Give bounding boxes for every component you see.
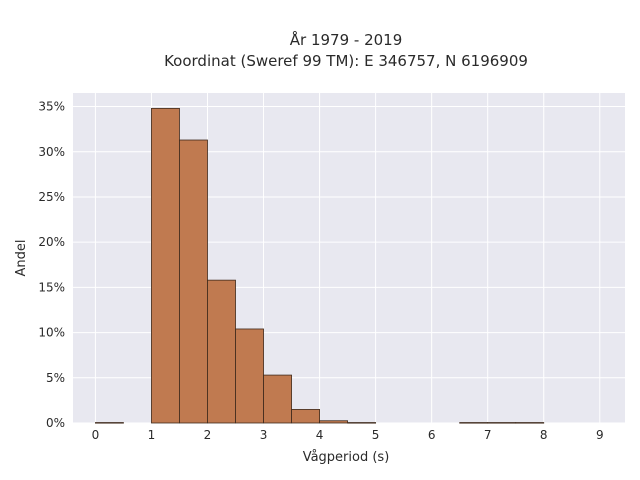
x-tick-label-2: 2	[204, 428, 212, 442]
y-tick-label-6: 30%	[38, 145, 65, 159]
x-tick-label-3: 3	[260, 428, 268, 442]
x-tick-label-9: 9	[596, 428, 604, 442]
histogram-bar-9	[459, 422, 489, 424]
x-tick-label-1: 1	[148, 428, 156, 442]
histogram-bar-3	[207, 279, 236, 424]
y-tick-label-2: 10%	[38, 326, 65, 340]
histogram-bar-10	[487, 422, 517, 424]
histogram-bar-8	[347, 422, 377, 424]
x-axis-label: Vågperiod (s)	[303, 450, 390, 465]
x-tick-labels: 0 1 2 3 4 5 6 7 8 9	[92, 428, 604, 442]
histogram-bar-0	[95, 422, 124, 424]
chart-title-line-1: År 1979 - 2019	[290, 30, 403, 49]
chart-title-line-2: Koordinat (Sweref 99 TM): E 346757, N 61…	[164, 52, 528, 70]
y-tick-labels: 0% 5% 10% 15% 20% 25% 30% 35%	[38, 100, 65, 430]
histogram-bar-5	[263, 374, 292, 424]
y-tick-label-1: 5%	[46, 371, 65, 385]
x-tick-label-6: 6	[428, 428, 436, 442]
y-axis-label: Andel	[14, 240, 29, 277]
y-tick-label-0: 0%	[46, 416, 65, 430]
x-tick-label-4: 4	[316, 428, 324, 442]
y-tick-label-4: 20%	[38, 235, 65, 249]
y-tick-label-7: 35%	[38, 100, 65, 114]
histogram-bar-6	[291, 409, 320, 424]
histogram-bar-2	[179, 139, 208, 424]
y-tick-label-3: 15%	[38, 280, 65, 294]
x-tick-label-7: 7	[484, 428, 492, 442]
x-tick-label-8: 8	[540, 428, 548, 442]
x-tick-label-0: 0	[92, 428, 100, 442]
histogram-bar-4	[235, 328, 264, 424]
y-tick-label-5: 25%	[38, 190, 65, 204]
histogram-bar-1	[151, 107, 180, 424]
bars	[95, 107, 545, 424]
x-tick-label-5: 5	[372, 428, 380, 442]
histogram-bar-7	[319, 420, 348, 424]
histogram-bar-11	[515, 422, 545, 424]
